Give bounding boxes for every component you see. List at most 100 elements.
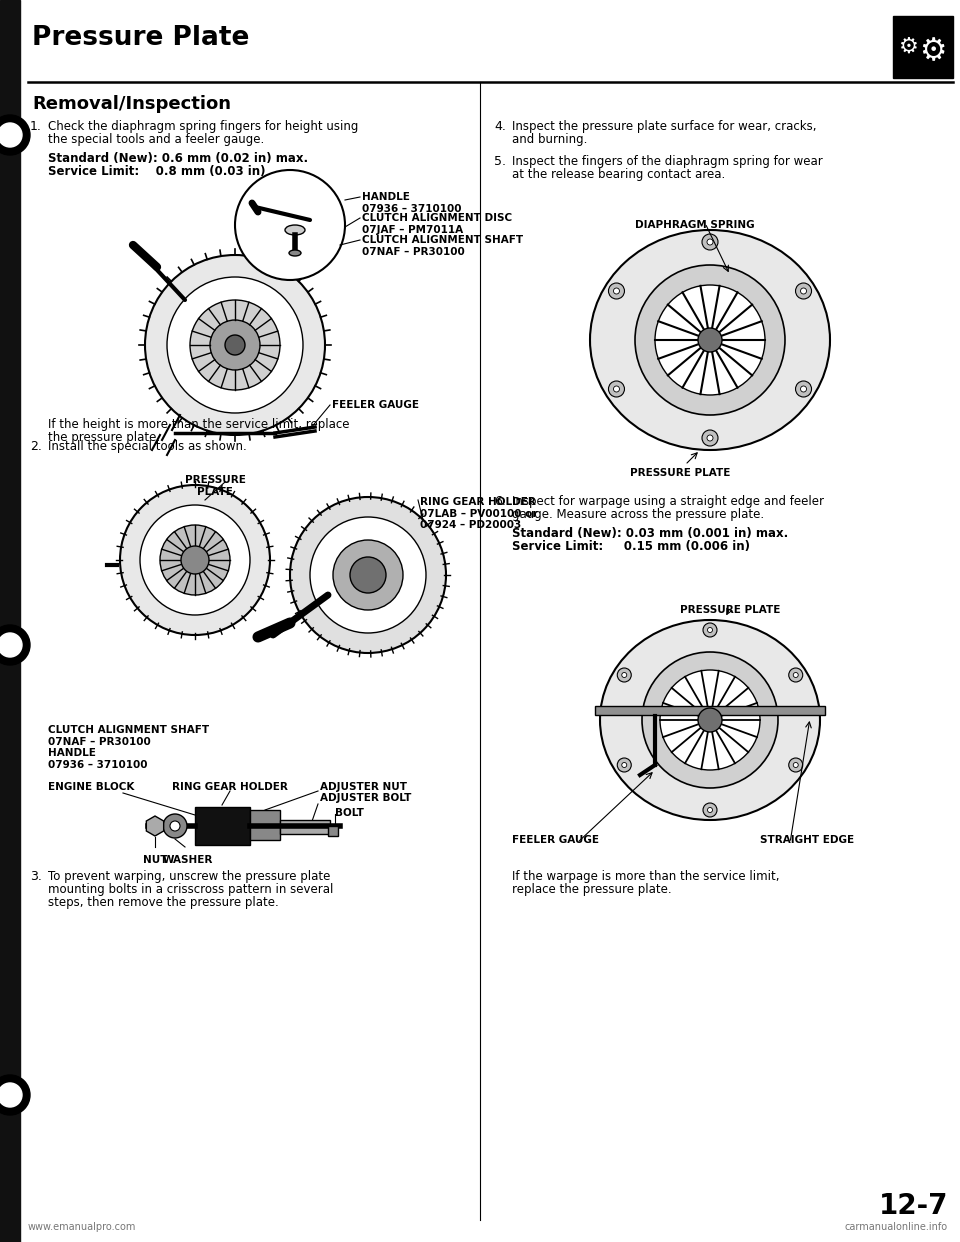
- Text: ⚙: ⚙: [920, 37, 947, 67]
- Ellipse shape: [285, 225, 305, 235]
- Circle shape: [613, 288, 619, 294]
- Circle shape: [609, 381, 624, 397]
- Text: at the release bearing contact area.: at the release bearing contact area.: [512, 168, 725, 181]
- Text: STRAIGHT EDGE: STRAIGHT EDGE: [760, 835, 854, 845]
- Text: FEELER GAUGE: FEELER GAUGE: [332, 400, 419, 410]
- Circle shape: [642, 652, 778, 787]
- Circle shape: [707, 435, 713, 441]
- Circle shape: [708, 807, 712, 812]
- Text: ⚙: ⚙: [899, 37, 919, 57]
- Circle shape: [160, 525, 230, 595]
- Text: CLUTCH ALIGNMENT SHAFT
07NAF – PR30100
HANDLE
07936 – 3710100: CLUTCH ALIGNMENT SHAFT 07NAF – PR30100 H…: [48, 725, 209, 770]
- Circle shape: [793, 763, 798, 768]
- Circle shape: [789, 758, 803, 773]
- Text: DIAPHRAGM SPRING: DIAPHRAGM SPRING: [636, 220, 755, 230]
- Circle shape: [702, 430, 718, 446]
- Text: To prevent warping, unscrew the pressure plate: To prevent warping, unscrew the pressure…: [48, 869, 330, 883]
- Text: PRESSURE PLATE: PRESSURE PLATE: [630, 468, 731, 478]
- Text: gauge. Measure across the pressure plate.: gauge. Measure across the pressure plate…: [512, 508, 764, 520]
- Text: Inspect the fingers of the diaphragm spring for wear: Inspect the fingers of the diaphragm spr…: [512, 155, 823, 168]
- Text: 12-7: 12-7: [878, 1192, 948, 1220]
- Text: Inspect for warpage using a straight edge and feeler: Inspect for warpage using a straight edg…: [512, 496, 824, 508]
- Circle shape: [698, 708, 722, 732]
- Circle shape: [703, 623, 717, 637]
- Circle shape: [350, 556, 386, 592]
- Text: FEELER GAUGE: FEELER GAUGE: [512, 835, 599, 845]
- Circle shape: [655, 284, 765, 395]
- Bar: [250, 810, 280, 840]
- Text: HANDLE
07936 – 3710100: HANDLE 07936 – 3710100: [362, 193, 462, 214]
- Circle shape: [140, 505, 250, 615]
- Circle shape: [609, 283, 624, 299]
- Circle shape: [0, 1076, 30, 1115]
- Circle shape: [698, 328, 722, 351]
- Circle shape: [190, 301, 280, 390]
- Circle shape: [635, 265, 785, 415]
- Bar: [280, 820, 330, 833]
- Text: BOLT: BOLT: [335, 809, 364, 818]
- Ellipse shape: [600, 620, 820, 820]
- Circle shape: [702, 233, 718, 250]
- Circle shape: [617, 758, 632, 773]
- Circle shape: [145, 255, 325, 435]
- Circle shape: [660, 669, 760, 770]
- Circle shape: [801, 288, 806, 294]
- Ellipse shape: [289, 250, 301, 256]
- Text: Inspect the pressure plate surface for wear, cracks,: Inspect the pressure plate surface for w…: [512, 120, 817, 133]
- Text: Install the special tools as shown.: Install the special tools as shown.: [48, 440, 247, 453]
- Text: CLUTCH ALIGNMENT SHAFT
07NAF – PR30100: CLUTCH ALIGNMENT SHAFT 07NAF – PR30100: [362, 235, 523, 257]
- Circle shape: [622, 672, 627, 677]
- Circle shape: [0, 633, 22, 657]
- Circle shape: [622, 763, 627, 768]
- Circle shape: [210, 320, 260, 370]
- Text: WASHER: WASHER: [163, 854, 213, 864]
- Text: 6.: 6.: [494, 496, 506, 508]
- Circle shape: [796, 283, 811, 299]
- Circle shape: [801, 386, 806, 392]
- Bar: [195, 807, 250, 845]
- Bar: [893, 16, 953, 78]
- Circle shape: [617, 668, 632, 682]
- Text: Check the diaphragm spring fingers for height using: Check the diaphragm spring fingers for h…: [48, 120, 358, 133]
- Circle shape: [333, 540, 403, 610]
- Circle shape: [789, 668, 803, 682]
- Bar: [0, 0, 20, 1242]
- Text: NUT: NUT: [143, 854, 167, 864]
- Text: PRESSURE
PLATE: PRESSURE PLATE: [184, 474, 246, 497]
- Circle shape: [170, 821, 180, 831]
- Text: replace the pressure plate.: replace the pressure plate.: [512, 883, 672, 895]
- Circle shape: [235, 170, 345, 279]
- Text: If the warpage is more than the service limit,: If the warpage is more than the service …: [512, 869, 780, 883]
- Circle shape: [167, 277, 303, 414]
- Text: Removal/Inspection: Removal/Inspection: [32, 94, 231, 113]
- Bar: [328, 826, 338, 836]
- Text: 2.: 2.: [30, 440, 42, 453]
- Circle shape: [163, 814, 187, 838]
- Text: ADJUSTER NUT: ADJUSTER NUT: [320, 782, 407, 792]
- Text: Standard (New): 0.03 mm (0.001 in) max.: Standard (New): 0.03 mm (0.001 in) max.: [512, 527, 788, 540]
- Text: RING GEAR HOLDER
07LAB – PV00100 or
07924 – PD20003: RING GEAR HOLDER 07LAB – PV00100 or 0792…: [420, 497, 538, 530]
- Text: steps, then remove the pressure plate.: steps, then remove the pressure plate.: [48, 895, 278, 909]
- Text: RING GEAR HOLDER: RING GEAR HOLDER: [172, 782, 288, 792]
- Text: 5.: 5.: [494, 155, 506, 168]
- Text: and burning.: and burning.: [512, 133, 588, 147]
- Text: mounting bolts in a crisscross pattern in several: mounting bolts in a crisscross pattern i…: [48, 883, 333, 895]
- Text: 4.: 4.: [494, 120, 506, 133]
- Text: CLUTCH ALIGNMENT DISC
07JAF – PM7011A: CLUTCH ALIGNMENT DISC 07JAF – PM7011A: [362, 212, 512, 235]
- Text: PRESSURE PLATE: PRESSURE PLATE: [680, 605, 780, 615]
- Text: www.emanualpro.com: www.emanualpro.com: [28, 1222, 136, 1232]
- Circle shape: [703, 804, 717, 817]
- Circle shape: [290, 497, 446, 653]
- Text: ADJUSTER BOLT: ADJUSTER BOLT: [320, 792, 412, 804]
- Text: Service Limit:    0.8 mm (0.03 in): Service Limit: 0.8 mm (0.03 in): [48, 165, 266, 178]
- Circle shape: [708, 627, 712, 632]
- Text: Standard (New): 0.6 mm (0.02 in) max.: Standard (New): 0.6 mm (0.02 in) max.: [48, 152, 308, 165]
- Circle shape: [120, 484, 270, 635]
- Circle shape: [613, 386, 619, 392]
- Text: 3.: 3.: [30, 869, 42, 883]
- Bar: [595, 705, 825, 715]
- Circle shape: [181, 546, 209, 574]
- Text: ENGINE BLOCK: ENGINE BLOCK: [48, 782, 134, 792]
- Text: 1.: 1.: [30, 120, 42, 133]
- Circle shape: [225, 335, 245, 355]
